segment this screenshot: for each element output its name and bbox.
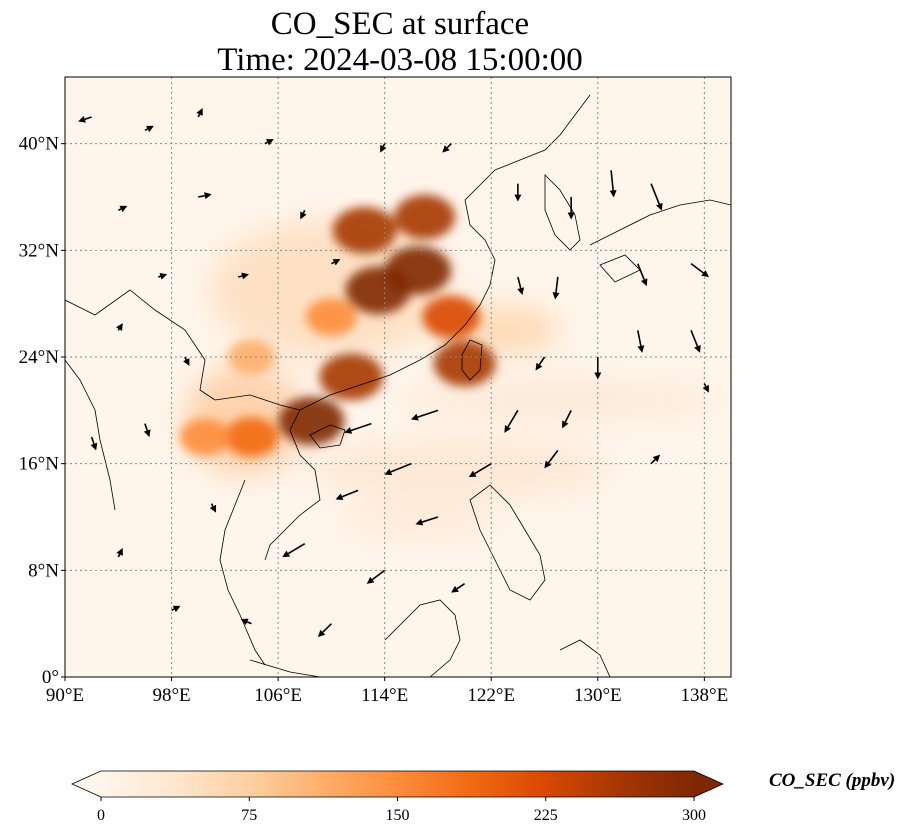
wind-arrow bbox=[116, 548, 123, 558]
wind-arrow bbox=[183, 356, 190, 366]
map-background bbox=[65, 77, 731, 677]
wind-arrow bbox=[690, 263, 710, 278]
wind-arrow bbox=[335, 489, 359, 500]
longitude-tick-label: 138°E bbox=[681, 685, 729, 706]
colorbar-label: CO_SEC (ppbv) bbox=[769, 770, 896, 791]
longitude-tick-label: 122°E bbox=[467, 685, 515, 706]
longitude-tick-labels: 90°E 98°E 106°E 114°E 122°E 130°E 138°E bbox=[46, 677, 728, 706]
wind-arrow bbox=[317, 623, 332, 638]
wind-arrow bbox=[380, 143, 387, 153]
co-hotspot bbox=[224, 417, 279, 457]
colorbar-tick-label: 150 bbox=[386, 807, 410, 824]
wind-arrow bbox=[690, 330, 701, 353]
co-hotspots bbox=[179, 194, 496, 457]
longitude-tick-label: 114°E bbox=[361, 685, 408, 706]
colorbar-tick-label: 300 bbox=[682, 807, 706, 824]
co-hotspot bbox=[394, 194, 456, 240]
wind-arrow bbox=[410, 409, 439, 421]
wind-arrow bbox=[237, 272, 249, 280]
wind-arrow bbox=[650, 454, 661, 465]
co-hotspot bbox=[319, 353, 384, 401]
wind-arrow bbox=[116, 323, 123, 331]
colorbar-tick-label: 225 bbox=[534, 807, 558, 824]
wind-arrow bbox=[636, 330, 645, 353]
wind-arrow bbox=[78, 115, 92, 123]
co-hotspot bbox=[332, 207, 397, 254]
colorbar-tick-label: 0 bbox=[97, 807, 105, 824]
wind-arrow bbox=[535, 356, 546, 371]
plot-frame bbox=[64, 76, 732, 678]
wind-arrow bbox=[384, 462, 412, 476]
co-hotspot bbox=[422, 295, 481, 339]
wind-arrow bbox=[415, 516, 439, 526]
wind-arrow bbox=[143, 423, 151, 438]
wind-arrow bbox=[196, 108, 203, 118]
wind-arrow bbox=[171, 605, 181, 613]
latitude-tick-label: 40°N bbox=[19, 134, 60, 155]
co-hotspot bbox=[345, 266, 411, 315]
latitude-tick-label: 32°N bbox=[19, 240, 60, 261]
wind-arrow bbox=[366, 569, 386, 584]
map-title-line-2: Time: 2024-03-08 15:00:00 bbox=[217, 42, 583, 78]
concentration-field bbox=[179, 194, 720, 540]
colorbar-ticks: 0 75 150 225 300 bbox=[97, 797, 706, 824]
wind-arrow bbox=[650, 183, 663, 211]
wind-arrow bbox=[331, 259, 341, 266]
wind-arrow bbox=[594, 357, 602, 380]
wind-arrow bbox=[300, 209, 307, 220]
wind-arrow bbox=[562, 409, 572, 429]
wind-arrow bbox=[158, 272, 168, 280]
co-hotspot bbox=[305, 298, 357, 336]
latitude-tick-labels: 0° 8°N 16°N 24°N 32°N 40°N bbox=[19, 134, 65, 688]
wind-arrow bbox=[264, 139, 274, 146]
wind-arrow bbox=[552, 276, 560, 300]
latitude-tick-label: 16°N bbox=[19, 454, 60, 475]
wind-arrow bbox=[514, 183, 522, 202]
wind-arrow bbox=[344, 422, 372, 434]
latitude-tick-label: 24°N bbox=[19, 347, 60, 368]
colorbar-max-extension bbox=[694, 771, 723, 797]
coastlines bbox=[65, 94, 731, 677]
wind-arrow bbox=[209, 503, 217, 513]
wind-arrow bbox=[544, 449, 559, 469]
longitude-tick-label: 130°E bbox=[574, 685, 622, 706]
co-hotspot bbox=[433, 341, 496, 387]
wind-arrow bbox=[468, 462, 492, 478]
longitude-tick-label: 106°E bbox=[254, 685, 302, 706]
colorbar-gradient bbox=[101, 771, 694, 797]
wind-arrow bbox=[442, 143, 452, 153]
wind-arrow bbox=[451, 583, 466, 593]
colorbar-min-extension bbox=[72, 771, 101, 797]
wind-arrow bbox=[282, 542, 306, 558]
longitude-tick-label: 90°E bbox=[46, 685, 84, 706]
wind-arrow bbox=[517, 276, 525, 295]
wind-arrow bbox=[702, 383, 709, 393]
wind-arrow bbox=[637, 263, 648, 287]
wind-arrow bbox=[198, 192, 212, 200]
plot-area bbox=[64, 76, 732, 678]
wind-arrow bbox=[90, 436, 98, 451]
wind-arrow bbox=[117, 205, 128, 213]
co-hotspot bbox=[179, 418, 230, 456]
longitude-tick-label: 98°E bbox=[152, 685, 190, 706]
colorbar-tick-label: 75 bbox=[241, 807, 257, 824]
wind-arrow bbox=[609, 170, 617, 198]
wind-arrow bbox=[504, 409, 519, 433]
wind-arrow bbox=[240, 618, 252, 626]
map-title-line-1: CO_SEC at surface bbox=[270, 6, 530, 42]
wind-arrow bbox=[567, 197, 575, 220]
wind-vectors bbox=[78, 108, 710, 638]
colorbar: 0 75 150 225 300 bbox=[71, 770, 724, 824]
wind-arrow bbox=[144, 125, 154, 133]
latitude-tick-label: 0° bbox=[42, 667, 59, 688]
latitude-tick-label: 8°N bbox=[28, 560, 59, 581]
